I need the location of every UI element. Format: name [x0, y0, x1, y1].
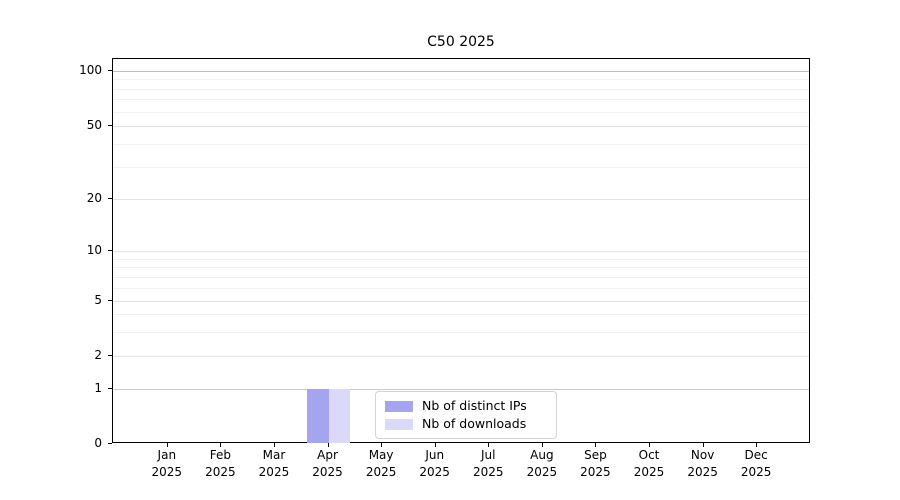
x-tick-month: Aug	[530, 448, 554, 462]
y-tick-mark	[108, 355, 112, 356]
x-tick-label: Jul 2025	[456, 447, 520, 481]
y-tick-mark	[108, 300, 112, 301]
minor-gridline	[113, 258, 809, 260]
x-tick-year: 2025	[151, 465, 183, 479]
y-tick-mark	[108, 443, 112, 444]
x-tick-mark	[220, 443, 222, 447]
minor-gridline	[113, 143, 809, 145]
x-tick-month: Feb	[209, 448, 231, 462]
x-tick-year: 2025	[633, 465, 665, 479]
x-tick-label: Apr 2025	[296, 447, 360, 481]
legend: Nb of distinct IPs Nb of downloads	[375, 391, 557, 439]
major-gridline	[113, 199, 809, 200]
major-gridline	[113, 71, 809, 72]
y-tick-label: 2	[94, 348, 102, 362]
x-tick-label: May 2025	[349, 447, 413, 481]
bar-distinct-ips	[307, 389, 329, 443]
legend-swatch-distinct-ips-icon	[385, 400, 413, 412]
major-gridline	[113, 301, 809, 302]
legend-item-downloads: Nb of downloads	[385, 415, 547, 433]
x-tick-year: 2025	[312, 465, 343, 479]
y-tick-mark	[108, 125, 112, 126]
x-tick-month: May	[368, 448, 394, 462]
x-tick-label: Jan 2025	[135, 447, 199, 481]
y-tick-mark	[108, 388, 112, 389]
x-tick-month: Oct	[638, 448, 660, 462]
x-tick-label: Dec 2025	[724, 447, 788, 481]
minor-gridline	[113, 166, 809, 168]
x-tick-month: Mar	[262, 448, 286, 462]
major-gridline	[113, 356, 809, 357]
x-tick-label: Jun 2025	[403, 447, 467, 481]
x-tick-label: Mar 2025	[242, 447, 306, 481]
x-tick-month: Apr	[317, 448, 338, 462]
x-tick-mark	[649, 443, 651, 447]
x-tick-month: Jun	[425, 448, 445, 462]
x-tick-year: 2025	[365, 465, 397, 479]
x-tick-label: Feb 2025	[188, 447, 252, 481]
legend-label-downloads: Nb of downloads	[422, 416, 527, 431]
x-tick-mark	[381, 443, 383, 447]
x-tick-year: 2025	[526, 465, 558, 479]
y-tick-label: 5	[94, 293, 102, 307]
x-tick-mark	[434, 443, 436, 447]
x-tick-month: Dec	[744, 448, 768, 462]
x-tick-year: 2025	[740, 465, 772, 479]
minor-gridline	[113, 314, 809, 316]
x-tick-label: Aug 2025	[510, 447, 574, 481]
x-tick-label: Oct 2025	[617, 447, 681, 481]
x-tick-label: Nov 2025	[671, 447, 735, 481]
minor-gridline	[113, 88, 809, 90]
x-tick-year: 2025	[419, 465, 450, 479]
major-gridline	[113, 126, 809, 127]
major-gridline	[113, 389, 809, 390]
x-tick-label: Sep 2025	[563, 447, 627, 481]
y-tick-label: 1	[94, 381, 102, 395]
minor-gridline	[113, 79, 809, 81]
x-tick-month: Jan	[157, 448, 177, 462]
x-tick-mark	[166, 443, 168, 447]
y-tick-label: 50	[86, 118, 102, 132]
minor-gridline	[113, 276, 809, 278]
bar-downloads	[328, 389, 351, 443]
legend-label-distinct-ips: Nb of distinct IPs	[422, 398, 527, 413]
x-tick-year: 2025	[580, 465, 611, 479]
x-tick-year: 2025	[472, 465, 504, 479]
y-tick-label: 10	[86, 243, 102, 257]
x-tick-year: 2025	[205, 465, 236, 479]
y-tick-mark	[108, 250, 112, 251]
x-tick-mark	[595, 443, 597, 447]
y-tick-label: 0	[94, 436, 102, 450]
minor-gridline	[113, 287, 809, 289]
x-tick-month: Sep	[584, 448, 607, 462]
x-tick-month: Nov	[690, 448, 715, 462]
x-tick-year: 2025	[687, 465, 718, 479]
y-tick-mark	[108, 70, 112, 71]
plot-area	[112, 58, 810, 443]
x-tick-mark	[273, 443, 275, 447]
x-tick-month: Jul	[481, 448, 496, 462]
x-tick-mark	[327, 443, 329, 447]
minor-gridline	[113, 111, 809, 113]
y-tick-label: 100	[79, 63, 102, 77]
minor-gridline	[113, 331, 809, 333]
x-tick-year: 2025	[258, 465, 290, 479]
legend-swatch-downloads-icon	[385, 418, 413, 430]
y-tick-mark	[108, 198, 112, 199]
x-tick-mark	[702, 443, 704, 447]
legend-item-distinct-ips: Nb of distinct IPs	[385, 397, 547, 415]
x-tick-mark	[541, 443, 543, 447]
x-tick-mark	[756, 443, 758, 447]
chart-title: C50 2025	[427, 34, 495, 50]
major-gridline	[113, 251, 809, 252]
x-tick-mark	[488, 443, 490, 447]
minor-gridline	[113, 267, 809, 269]
minor-gridline	[113, 99, 809, 101]
y-tick-label: 20	[86, 191, 102, 205]
